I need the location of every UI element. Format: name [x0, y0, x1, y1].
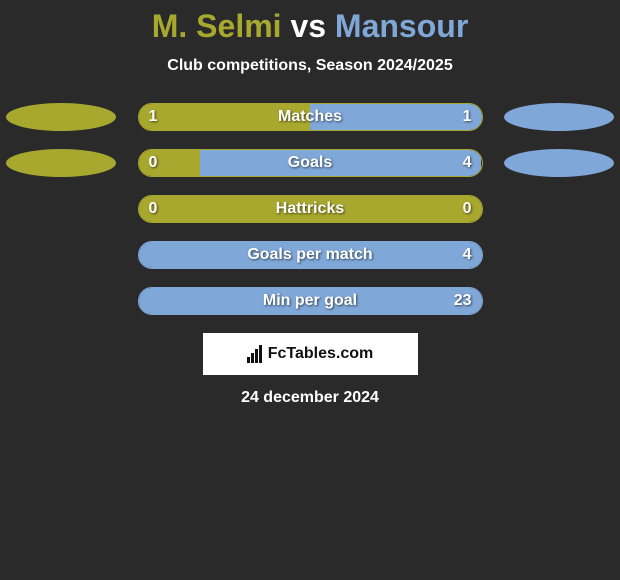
stat-bar: Goals per match 4: [138, 241, 483, 269]
stat-row: 0 Goals 4: [0, 149, 620, 177]
player1-ellipse: [6, 149, 116, 177]
player2-name: Mansour: [335, 8, 468, 44]
vs-text: vs: [290, 8, 326, 44]
comparison-widget: M. Selmi vs Mansour Club competitions, S…: [0, 0, 620, 407]
player1-ellipse: [6, 103, 116, 131]
player1-name: M. Selmi: [152, 8, 282, 44]
stat-row: Goals per match 4: [0, 241, 620, 269]
attribution-badge: FcTables.com: [203, 333, 418, 375]
stat-bar: 1 Matches 1: [138, 103, 483, 131]
bars-icon: [247, 345, 262, 363]
stat-bar: 0 Goals 4: [138, 149, 483, 177]
stat-label: Matches: [278, 108, 342, 126]
stat-label: Min per goal: [263, 292, 357, 310]
stat-value-player2: 4: [463, 246, 472, 264]
player2-ellipse: [504, 149, 614, 177]
stat-value-player2: 23: [454, 292, 472, 310]
stat-value-player1: 1: [149, 108, 158, 126]
stat-label: Hattricks: [276, 200, 344, 218]
date-text: 24 december 2024: [0, 389, 620, 407]
stat-value-player2: 0: [463, 200, 472, 218]
player2-ellipse: [504, 103, 614, 131]
stat-label: Goals per match: [247, 246, 372, 264]
stat-label: Goals: [288, 154, 332, 172]
stats-list: 1 Matches 1 0 Goals 4 0 Hattricks 0 Goals per mat…: [0, 103, 620, 315]
stat-value-player1: 0: [149, 200, 158, 218]
page-title: M. Selmi vs Mansour: [0, 8, 620, 45]
stat-row: 0 Hattricks 0: [0, 195, 620, 223]
bar-fill-player2: [200, 150, 481, 176]
stat-value-player1: 0: [149, 154, 158, 172]
stat-bar: Min per goal 23: [138, 287, 483, 315]
attribution-text: FcTables.com: [268, 345, 374, 363]
stat-row: 1 Matches 1: [0, 103, 620, 131]
stat-value-player2: 4: [463, 154, 472, 172]
stat-row: Min per goal 23: [0, 287, 620, 315]
subtitle: Club competitions, Season 2024/2025: [0, 57, 620, 75]
stat-value-player2: 1: [463, 108, 472, 126]
stat-bar: 0 Hattricks 0: [138, 195, 483, 223]
